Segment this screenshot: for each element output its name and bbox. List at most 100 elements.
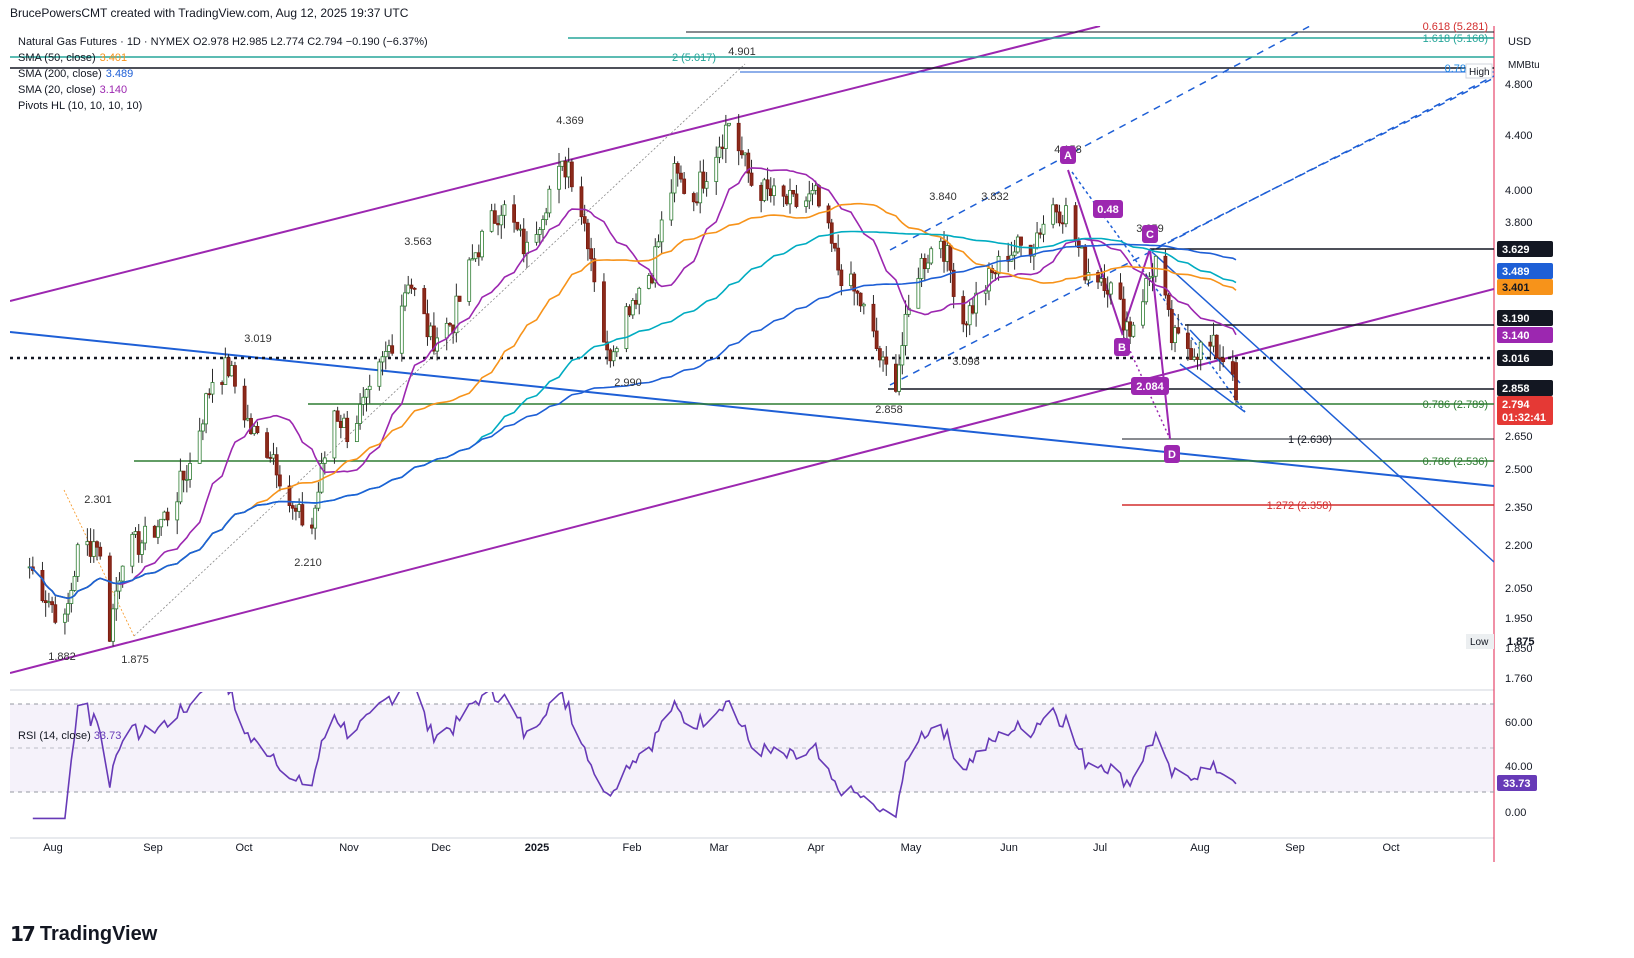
sma20-legend[interactable]: SMA (20, close) 3.140: [18, 82, 428, 98]
moving-averages-layer: [29, 167, 1237, 600]
price-tag[interactable]: 01:32:41: [1497, 409, 1553, 425]
candle: [739, 136, 744, 159]
ratio-badge-ac[interactable]: 0.48: [1093, 200, 1123, 218]
price-tag[interactable]: 2.858: [1497, 380, 1553, 396]
candle: [1173, 324, 1177, 353]
price-tag-text: 3.401: [1502, 282, 1530, 294]
candle: [627, 304, 632, 318]
candle: [476, 244, 481, 266]
price-tag[interactable]: 3.629: [1497, 241, 1553, 257]
pattern-point-b[interactable]: B: [1114, 338, 1130, 356]
candle: [630, 298, 635, 319]
pivot-label: 3.832: [981, 191, 1009, 203]
candle: [829, 218, 834, 252]
candle: [772, 178, 776, 206]
candle: [605, 330, 610, 365]
candle: [1083, 243, 1088, 284]
rsi-line: [32, 692, 1237, 820]
time-tick-label: Oct: [1382, 842, 1399, 854]
rsi-price-tag[interactable]: 33.73: [1497, 775, 1537, 791]
pivots-label: Pivots HL (10, 10, 10, 10): [18, 100, 143, 112]
candle: [521, 218, 526, 263]
candle: [502, 200, 507, 229]
candle: [98, 542, 103, 560]
sma20-line: [29, 167, 1237, 600]
price-tick-label: 2.350: [1505, 502, 1533, 514]
price-tag[interactable]: 3.140: [1497, 327, 1553, 343]
candle: [188, 452, 192, 488]
time-tick-label: Aug: [1190, 842, 1210, 854]
pattern-point-b-text: B: [1118, 342, 1126, 354]
candle: [489, 203, 494, 233]
pattern-point-a[interactable]: A: [1060, 146, 1076, 164]
time-tick-label: Jun: [1000, 842, 1018, 854]
price-tag[interactable]: 3.190: [1497, 310, 1553, 326]
candle: [1234, 359, 1238, 404]
rsi-legend[interactable]: RSI (14, close) 33.73: [18, 730, 121, 742]
price-tick-label: 1.950: [1505, 613, 1533, 625]
pivots-legend[interactable]: Pivots HL (10, 10, 10, 10): [18, 98, 428, 114]
candle: [406, 275, 411, 295]
sma50-legend[interactable]: SMA (50, close) 3.401: [18, 50, 428, 66]
price-tick-label: 4.000: [1505, 185, 1533, 197]
candle: [1144, 273, 1149, 305]
price-tag-text: 3.489: [1502, 266, 1530, 278]
candle: [1108, 281, 1113, 305]
pivot-label: 4.901: [728, 46, 756, 58]
sma100-line: [29, 230, 1237, 600]
candle: [611, 345, 616, 367]
candle: [826, 203, 831, 229]
candle: [634, 293, 638, 310]
candle: [136, 524, 141, 563]
candle: [156, 519, 160, 545]
pattern-point-d[interactable]: D: [1164, 445, 1180, 463]
sma200-label: SMA (200, close): [18, 68, 102, 80]
ratio-badge-bd-text: 2.084: [1136, 381, 1164, 393]
candle: [1166, 292, 1171, 317]
candle: [85, 528, 90, 556]
candle: [444, 317, 449, 351]
candle: [1195, 353, 1200, 370]
brand-name: TradingView: [39, 922, 158, 945]
candle: [1218, 344, 1222, 371]
price-tag[interactable]: 3.016: [1497, 350, 1553, 366]
abcd-pattern: [1067, 169, 1171, 440]
candle: [111, 603, 115, 647]
ratio-badge-bd[interactable]: 2.084: [1131, 377, 1169, 395]
currency-label[interactable]: USD: [1508, 36, 1532, 48]
candle: [608, 348, 613, 368]
candle: [229, 360, 234, 377]
sma200-line: [29, 243, 1237, 600]
price-tag[interactable]: 3.489: [1497, 263, 1553, 279]
candle: [714, 146, 719, 195]
sma50-value: 3.401: [99, 52, 128, 64]
price-tag[interactable]: 2.794: [1497, 396, 1553, 412]
descending-trendline: [10, 331, 1494, 487]
candle: [319, 452, 324, 494]
candle: [310, 517, 314, 535]
candle: [152, 524, 157, 538]
candle: [377, 358, 382, 391]
sma200-legend[interactable]: SMA (200, close) 3.489: [18, 66, 428, 82]
candle: [512, 195, 517, 233]
candle: [951, 262, 956, 309]
price-tag[interactable]: 3.401: [1497, 279, 1553, 295]
pivot-label: 3.563: [404, 236, 432, 248]
pattern-point-a-text: A: [1064, 150, 1072, 162]
candle: [412, 287, 417, 297]
candle: [245, 404, 250, 422]
candle: [364, 388, 369, 412]
candle: [592, 247, 597, 292]
candle: [335, 406, 340, 422]
candle: [544, 207, 549, 226]
pattern-point-c[interactable]: C: [1142, 225, 1158, 243]
candle: [274, 447, 279, 489]
candle: [165, 507, 170, 527]
candle: [1038, 228, 1043, 239]
pivot-label: 2.858: [875, 404, 903, 416]
candle: [849, 261, 853, 289]
sma50-label: SMA (50, close): [18, 52, 96, 64]
brand[interactable]: 17 TradingView: [10, 922, 157, 946]
candle: [894, 354, 898, 393]
